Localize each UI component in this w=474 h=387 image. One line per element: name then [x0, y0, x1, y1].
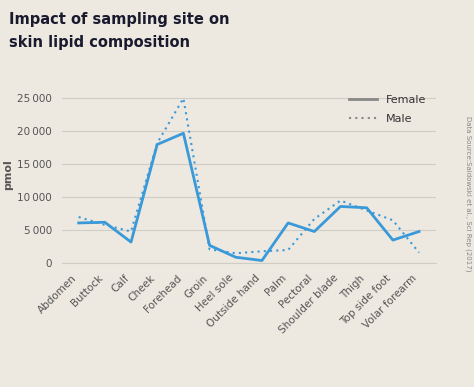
Line: Male: Male [79, 98, 419, 253]
Male [259, 249, 265, 253]
Text: skin lipid composition: skin lipid composition [9, 35, 191, 50]
Male [364, 208, 370, 213]
Male [337, 198, 343, 203]
Female [337, 204, 343, 209]
Line: Female: Female [79, 133, 419, 260]
Female [155, 142, 160, 147]
Male [76, 215, 82, 219]
Female [181, 131, 186, 135]
Female [259, 258, 265, 263]
Male [128, 229, 134, 234]
Female [207, 243, 212, 248]
Male [207, 247, 212, 252]
Female [102, 220, 108, 224]
Y-axis label: pmol: pmol [3, 159, 13, 190]
Female [76, 221, 82, 225]
Female [416, 229, 422, 234]
Male [390, 218, 396, 223]
Male [233, 251, 238, 255]
Female [390, 238, 396, 242]
Text: Impact of sampling site on: Impact of sampling site on [9, 12, 230, 27]
Female [364, 205, 370, 210]
Female [128, 240, 134, 244]
Female [311, 229, 317, 234]
Male [155, 141, 160, 146]
Male [102, 223, 108, 227]
Text: Data Source:Saidowski et al., Sci Rep (2017): Data Source:Saidowski et al., Sci Rep (2… [465, 116, 472, 271]
Male [181, 96, 186, 101]
Legend: Female, Male: Female, Male [345, 91, 430, 128]
Female [233, 255, 238, 260]
Male [311, 217, 317, 221]
Female [285, 221, 291, 225]
Male [416, 250, 422, 255]
Male [285, 248, 291, 252]
